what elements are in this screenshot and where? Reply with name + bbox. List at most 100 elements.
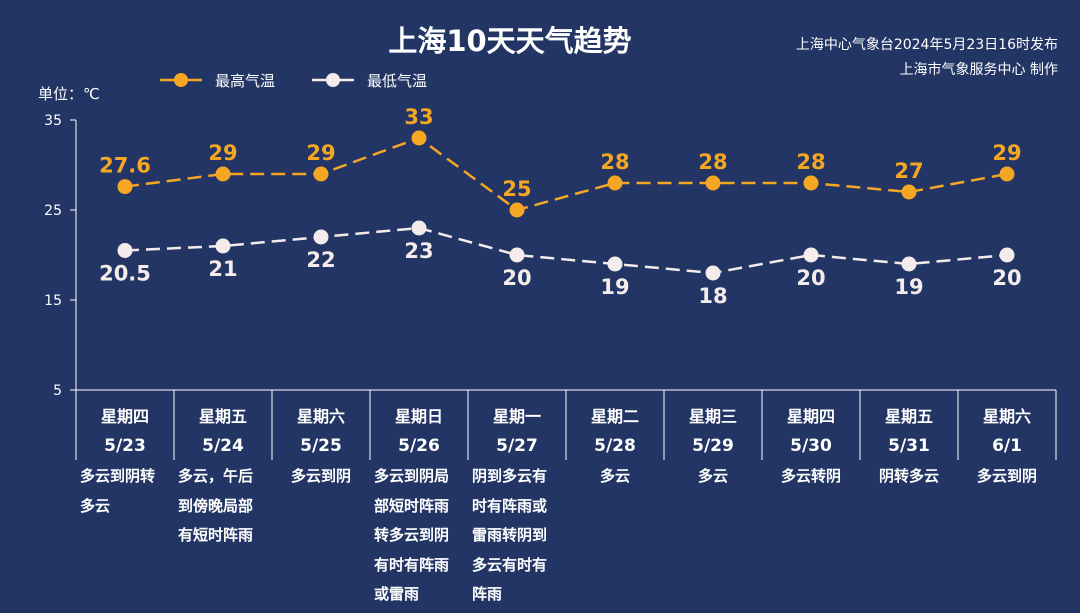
- weather-line: 多云到阴: [976, 467, 1037, 485]
- weather-line: 多云有时有: [472, 555, 548, 574]
- weather-line: 多云: [599, 467, 630, 485]
- legend-entry-0: 最高气温: [215, 72, 275, 90]
- data-label: 33: [404, 105, 433, 129]
- data-point: [411, 130, 427, 146]
- legend-entry-1: 最低气温: [367, 72, 427, 90]
- data-label: 20: [796, 266, 825, 290]
- data-label: 22: [306, 248, 335, 272]
- weather-line: 雷雨转阴到: [472, 526, 548, 544]
- unit-label: 单位：℃: [38, 85, 100, 103]
- series-line-1: [124, 226, 1008, 275]
- weather-line: 多云到阴转: [80, 467, 156, 485]
- y-tick-label: 25: [44, 203, 62, 219]
- weekday-label: 星期五: [199, 407, 247, 426]
- data-label: 18: [698, 284, 727, 308]
- y-tick-label: 5: [53, 383, 62, 399]
- weather-description: 多云到阴: [276, 462, 366, 492]
- legend-marker-0: [174, 73, 188, 87]
- data-label: 27.6: [99, 154, 151, 178]
- weather-line: 多云: [80, 496, 111, 515]
- data-point: [607, 175, 623, 191]
- data-point: [803, 175, 819, 191]
- data-point: [901, 184, 917, 200]
- date-label: 5/26: [398, 436, 440, 456]
- date-label: 5/25: [300, 436, 342, 456]
- issuer-line: 上海中心气象台2024年5月23日16时发布: [795, 37, 1058, 53]
- weather-line: 多云到阴局: [374, 467, 450, 485]
- data-point: [215, 238, 231, 254]
- data-label: 20.5: [99, 262, 151, 286]
- date-label: 6/1: [992, 436, 1022, 456]
- data-point: [117, 243, 133, 258]
- weather-line: 转多云到阴: [374, 526, 450, 544]
- weather-line: 有时有阵雨: [374, 555, 450, 574]
- data-point: [705, 265, 721, 281]
- y-tick-label: 35: [44, 113, 62, 129]
- data-label: 28: [698, 150, 727, 174]
- data-point: [117, 179, 133, 195]
- data-label: 20: [502, 266, 531, 290]
- weather-line: 多云，午后: [178, 467, 254, 485]
- data-label: 29: [992, 141, 1021, 165]
- data-label: 28: [600, 150, 629, 174]
- data-label: 27: [894, 159, 923, 183]
- weekday-label: 星期三: [689, 407, 737, 426]
- data-point: [509, 202, 525, 218]
- weather-line: 多云: [697, 467, 728, 485]
- weather-line: 部短时阵雨: [374, 496, 450, 515]
- weather-description: 阴到多云有时有阵雨或雷雨转阴到多云有时有阵雨: [472, 462, 564, 610]
- weather-line: 有短时阵雨: [178, 526, 254, 544]
- weather-description: 多云到阴: [962, 462, 1052, 492]
- weekday-label: 星期六: [297, 407, 345, 426]
- data-label: 29: [208, 141, 237, 165]
- data-label: 19: [600, 275, 629, 299]
- data-point: [705, 175, 721, 191]
- data-point: [411, 220, 427, 236]
- weather-line: 阴到多云有: [472, 467, 548, 485]
- data-point: [313, 229, 329, 245]
- date-label: 5/27: [496, 436, 538, 456]
- legend-marker-1: [326, 73, 340, 87]
- weather-line: 或雷雨: [374, 585, 420, 603]
- weather-description: 多云到阴局部短时阵雨转多云到阴有时有阵雨或雷雨: [374, 462, 466, 610]
- date-label: 5/29: [692, 436, 734, 456]
- producer-line: 上海市气象服务中心 制作: [899, 62, 1058, 78]
- weather-line: 时有阵雨或: [472, 496, 548, 515]
- date-label: 5/28: [594, 436, 636, 456]
- date-label: 5/31: [888, 436, 930, 456]
- data-label: 20: [992, 266, 1021, 290]
- weather-line: 多云转阴: [780, 467, 841, 485]
- weekday-label: 星期六: [983, 407, 1031, 426]
- weekday-label: 星期一: [493, 407, 541, 426]
- weather-description: 多云，午后到傍晚局部有短时阵雨: [178, 462, 270, 551]
- data-label: 23: [404, 239, 433, 263]
- date-label: 5/30: [790, 436, 832, 456]
- date-label: 5/23: [104, 436, 146, 456]
- data-label: 19: [894, 275, 923, 299]
- weekday-label: 星期日: [395, 407, 443, 426]
- data-label: 29: [306, 141, 335, 165]
- weather-line: 多云到阴: [290, 467, 351, 485]
- weekday-label: 星期四: [101, 407, 149, 426]
- data-point: [999, 166, 1015, 182]
- data-point: [803, 247, 819, 263]
- weather-description: 阴转多云: [864, 462, 954, 492]
- chart-title: 上海10天天气趋势: [388, 24, 632, 58]
- y-tick-label: 15: [44, 293, 62, 309]
- data-label: 28: [796, 150, 825, 174]
- data-point: [999, 247, 1015, 263]
- series-line-0: [124, 136, 1008, 212]
- data-point: [607, 256, 623, 272]
- weekday-label: 星期二: [591, 407, 639, 426]
- weather-line: 阵雨: [472, 585, 503, 603]
- weekday-label: 星期四: [787, 407, 835, 426]
- data-point: [215, 166, 231, 182]
- weather-description: 多云到阴转 多云: [80, 462, 172, 521]
- weather-line: 阴转多云: [878, 467, 939, 485]
- weather-line: 到傍晚局部: [178, 496, 254, 515]
- data-point: [313, 166, 329, 182]
- date-label: 5/24: [202, 436, 244, 456]
- weather-description: 多云: [668, 462, 758, 492]
- weekday-label: 星期五: [885, 407, 933, 426]
